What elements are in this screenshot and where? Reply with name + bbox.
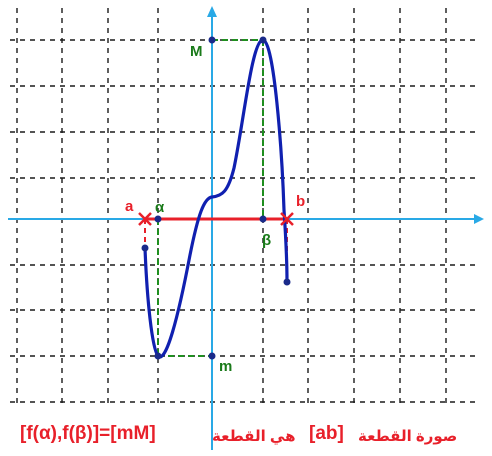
- point-alpha: [154, 215, 162, 223]
- label-M: M: [190, 43, 203, 60]
- point-beta: [259, 215, 267, 223]
- label-b: b: [296, 193, 305, 210]
- label-beta: β: [262, 232, 271, 249]
- point-bottom: [154, 352, 162, 360]
- point-curve-end: [283, 278, 291, 286]
- point-curve-start: [141, 244, 149, 252]
- caption-interval: [f(α),f(β)]=[mM]: [20, 423, 156, 444]
- caption-middle: هي القطعة: [212, 428, 296, 445]
- label-alpha: α: [155, 199, 165, 216]
- point-m: [208, 352, 216, 360]
- caption-start: صورة القطعة: [358, 428, 457, 445]
- caption-segment: [ab]: [309, 423, 344, 444]
- axes: [8, 6, 484, 450]
- function-curve: [143, 38, 289, 359]
- cross-b-icon: [280, 212, 294, 226]
- cross-a-icon: [138, 212, 152, 226]
- y-axis-arrow-icon: [207, 6, 217, 17]
- guides: [157, 39, 264, 357]
- points: [141, 36, 291, 360]
- label-a: a: [125, 198, 134, 215]
- x-axis-arrow-icon: [474, 214, 484, 224]
- grid: [10, 8, 478, 404]
- label-m: m: [219, 358, 232, 375]
- point-top: [259, 36, 267, 44]
- point-M: [208, 36, 216, 44]
